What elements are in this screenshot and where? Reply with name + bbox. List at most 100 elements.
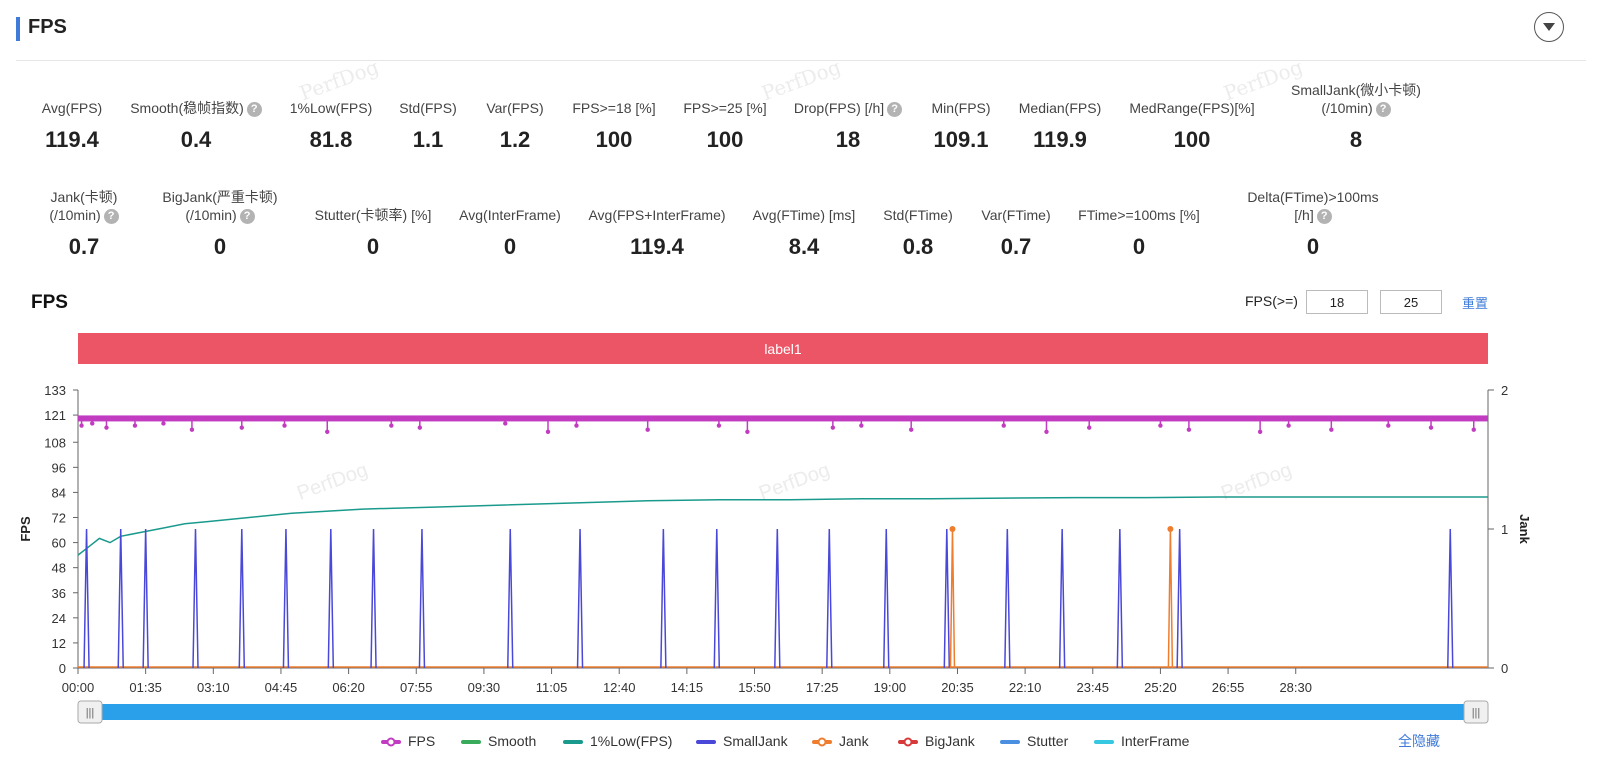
fps-point xyxy=(132,423,138,428)
metric-label-text: Jank(卡顿) xyxy=(50,189,118,205)
metric-value: 0 xyxy=(213,234,227,259)
legend-swatch-icon xyxy=(1000,740,1020,745)
x-tick-label: 04:45 xyxy=(265,680,298,695)
threshold-2-input[interactable] xyxy=(1380,290,1442,314)
smalljank-spike xyxy=(83,528,90,669)
y-tick-label: 48 xyxy=(52,561,66,576)
threshold-1-input[interactable] xyxy=(1306,290,1368,314)
smalljank-spike xyxy=(327,528,335,669)
legend-label: FPS xyxy=(408,733,436,749)
metric-label-text: Avg(FPS+InterFrame) xyxy=(588,207,726,223)
x-tick-label: 03:10 xyxy=(197,680,230,695)
jank-point xyxy=(1167,526,1174,532)
watermark: PerfDog xyxy=(294,459,370,505)
smalljank-spike xyxy=(774,528,781,669)
metric-row1-1: Smooth(稳帧指数)? 0.4 xyxy=(121,81,271,153)
metric-row2-6: Std(FTime) 0.8 xyxy=(843,188,993,260)
metric-label-text: FTime>=100ms [%] xyxy=(1078,207,1200,223)
metric-label: Avg(FPS+InterFrame) xyxy=(582,188,732,224)
fps-point xyxy=(239,425,244,430)
legend-item-jank[interactable]: Jank xyxy=(811,733,869,749)
help-icon[interactable]: ? xyxy=(1316,208,1332,224)
help-icon[interactable]: ? xyxy=(103,208,119,224)
y2-tick-label: 0 xyxy=(1501,661,1508,676)
fps-point xyxy=(1428,425,1434,430)
y-tick-label: 108 xyxy=(44,435,66,450)
fps-point xyxy=(1286,423,1291,428)
help-icon[interactable]: ? xyxy=(246,101,262,117)
legend-item-stutter[interactable]: Stutter xyxy=(999,733,1068,749)
smalljank-spike xyxy=(282,528,290,669)
x-tick-label: 22:10 xyxy=(1009,680,1042,695)
chart-title: FPS xyxy=(31,292,68,313)
metric-label: SmallJank(微小卡顿) (/10min)? xyxy=(1281,81,1431,117)
help-icon[interactable]: ? xyxy=(887,101,903,117)
legend-item-smooth[interactable]: Smooth xyxy=(460,733,536,749)
fps-point xyxy=(1158,423,1163,428)
metric-row2-0: Jank(卡顿) (/10min)? 0.7 xyxy=(9,188,159,260)
fps-point xyxy=(1044,429,1049,435)
fps-point xyxy=(1186,427,1192,432)
legend-swatch-icon xyxy=(563,740,583,745)
section-title: FPS xyxy=(28,16,67,38)
help-icon[interactable]: ? xyxy=(1375,101,1391,117)
y-tick-label: 0 xyxy=(59,661,66,676)
metric-label: Var(FTime) xyxy=(941,188,1091,224)
legend-item-fps[interactable]: FPS xyxy=(380,733,435,749)
hide-all-link[interactable]: 全隐藏 xyxy=(1398,733,1440,749)
legend-swatch-icon xyxy=(461,740,481,745)
metric-row2-1: BigJank(严重卡顿) (/10min)? 0 xyxy=(145,188,295,260)
x-tick-label: 23:45 xyxy=(1076,680,1109,695)
legend-item-interframe[interactable]: InterFrame xyxy=(1093,733,1189,749)
reset-link[interactable]: 重置 xyxy=(1462,296,1489,311)
section-header: FPS xyxy=(16,10,1586,61)
help-icon[interactable]: ? xyxy=(239,208,255,224)
smalljank-spike xyxy=(1058,528,1066,669)
metric-label: MedRange(FPS)[%] xyxy=(1117,81,1267,117)
fps-point xyxy=(645,427,650,432)
y-axis-label: FPS xyxy=(18,516,33,542)
metric-row2-3: Avg(InterFrame) 0 xyxy=(435,188,585,260)
range-scrollbar xyxy=(82,704,1484,720)
metric-label: Min(FPS) xyxy=(886,81,1036,117)
legend-item-bigjank[interactable]: BigJank xyxy=(897,733,975,749)
smalljank-spike xyxy=(943,528,951,669)
metric-label-text: Std(FPS) xyxy=(399,100,457,116)
legend-item-smalljank[interactable]: SmallJank xyxy=(695,733,788,749)
smalljank-spike xyxy=(142,528,149,669)
threshold-label: FPS(>=) xyxy=(1245,293,1298,309)
fps-point xyxy=(325,429,330,435)
metric-label: Avg(FTime) [ms] xyxy=(729,188,879,224)
fps-point xyxy=(1471,427,1476,432)
x-tick-label: 25:20 xyxy=(1144,680,1177,695)
metric-label: Stutter(卡顿率) [%] xyxy=(298,188,448,224)
fps-point xyxy=(1087,425,1092,430)
metric-value: 0.7 xyxy=(68,234,100,259)
range-handle-right[interactable] xyxy=(1463,700,1489,724)
collapse-button[interactable] xyxy=(1534,12,1564,42)
metric-value: 8.4 xyxy=(788,234,820,259)
metric-value: 0 xyxy=(1132,234,1146,259)
watermark: PerfDog xyxy=(756,459,832,505)
smalljank-spike xyxy=(826,528,833,669)
range-handle-left[interactable] xyxy=(77,700,103,724)
legend-item-1-low-fps-[interactable]: 1%Low(FPS) xyxy=(562,733,672,749)
x-tick-label: 19:00 xyxy=(874,680,907,695)
legend-label: InterFrame xyxy=(1121,733,1190,749)
metric-value: 100 xyxy=(595,127,633,152)
fps-point xyxy=(104,425,109,430)
fps-point xyxy=(545,429,551,435)
metric-row1-4: Var(FPS) 1.2 xyxy=(440,81,590,153)
metric-label: Std(FTime) xyxy=(843,188,993,224)
legend-label: 1%Low(FPS) xyxy=(590,733,673,749)
metric-row1-3: Std(FPS) 1.1 xyxy=(353,81,503,153)
fps-point xyxy=(830,425,836,430)
handle-grip-icon: ||| xyxy=(1472,707,1481,719)
metric-label-text: Std(FTime) xyxy=(883,207,953,223)
metric-label-text: SmallJank(微小卡顿) xyxy=(1291,82,1421,98)
metric-row1-9: Median(FPS) 119.9 xyxy=(985,81,1135,153)
metric-label: Avg(InterFrame) xyxy=(435,188,585,224)
smalljank-spike xyxy=(418,528,426,669)
label-band-text: label1 xyxy=(764,341,802,357)
